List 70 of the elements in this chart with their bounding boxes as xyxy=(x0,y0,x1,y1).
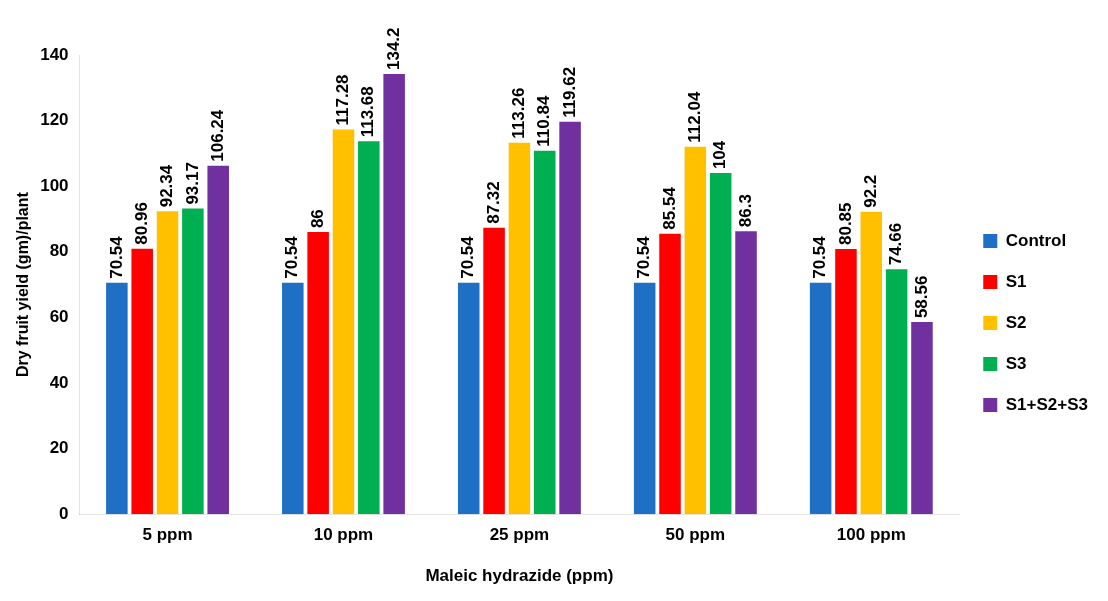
bar xyxy=(885,269,908,515)
bar xyxy=(709,173,732,515)
legend-label: S1 xyxy=(1005,271,1027,291)
x-tick-label: 50 ppm xyxy=(665,525,726,545)
x-tick-label: 10 ppm xyxy=(313,525,374,545)
x-tick-label: 100 ppm xyxy=(836,525,906,545)
legend-label: S2 xyxy=(1005,312,1027,332)
data-label: 112.04 xyxy=(685,91,705,143)
bar xyxy=(809,282,832,515)
bar xyxy=(182,208,204,515)
data-label: 74.66 xyxy=(886,222,906,266)
x-tick-label: 25 ppm xyxy=(489,525,550,545)
y-tick-label: 80 xyxy=(49,241,69,261)
legend-label: Control xyxy=(1005,230,1067,250)
data-label: 113.68 xyxy=(358,86,378,138)
bar xyxy=(383,74,405,515)
x-tick-label: 5 ppm xyxy=(142,525,193,545)
bar xyxy=(533,150,556,515)
y-tick-label: 120 xyxy=(40,110,69,130)
data-label: 92.2 xyxy=(860,174,880,208)
bar xyxy=(860,211,883,515)
bar xyxy=(332,129,355,515)
y-tick-label: 60 xyxy=(49,307,69,327)
legend-label: S3 xyxy=(1005,353,1027,373)
x-axis-title: Maleic hydrazide (ppm) xyxy=(425,566,614,586)
data-label: 104 xyxy=(710,140,730,170)
data-label: 93.17 xyxy=(182,162,202,205)
y-tick-label: 20 xyxy=(49,438,69,458)
data-label: 87.32 xyxy=(483,181,503,224)
bar xyxy=(559,121,581,515)
data-label: 70.54 xyxy=(106,235,126,279)
data-label: 70.54 xyxy=(634,235,654,279)
y-tick-label: 40 xyxy=(49,372,69,392)
data-label: 80.85 xyxy=(835,202,855,246)
bar xyxy=(684,146,707,515)
data-label: 113.26 xyxy=(509,87,529,139)
bar xyxy=(508,142,531,515)
legend-label: S1+S2+S3 xyxy=(1005,394,1089,414)
data-label: 58.56 xyxy=(911,275,931,319)
data-label: 92.34 xyxy=(157,164,177,208)
y-axis-title: Dry fruit yield (gm)/plant xyxy=(14,191,32,378)
data-label: 70.54 xyxy=(810,235,830,279)
data-label: 85.54 xyxy=(659,186,679,230)
y-tick-label: 100 xyxy=(40,175,69,195)
bar xyxy=(911,322,933,515)
data-label: 117.28 xyxy=(333,74,353,126)
bar xyxy=(835,249,857,515)
data-label: 110.84 xyxy=(534,95,554,147)
bar xyxy=(307,232,329,515)
data-label: 106.24 xyxy=(207,109,227,162)
data-label: 86 xyxy=(307,209,327,229)
data-label: 70.54 xyxy=(282,235,302,279)
bar xyxy=(457,282,480,515)
bar xyxy=(282,282,304,515)
bar xyxy=(131,248,153,515)
data-label: 119.62 xyxy=(559,66,579,118)
y-tick-label: 140 xyxy=(40,44,69,64)
data-label: 134.2 xyxy=(383,27,403,71)
bar xyxy=(156,211,179,515)
bar xyxy=(207,165,229,515)
data-label: 80.96 xyxy=(131,202,151,245)
y-tick-label: 0 xyxy=(59,503,69,523)
bar xyxy=(483,227,505,515)
data-label: 86.3 xyxy=(735,194,755,228)
bar xyxy=(106,282,128,515)
bar xyxy=(659,233,681,515)
bar xyxy=(735,231,757,515)
bar xyxy=(633,282,656,515)
data-label: 70.54 xyxy=(458,235,478,279)
bar xyxy=(358,141,380,515)
